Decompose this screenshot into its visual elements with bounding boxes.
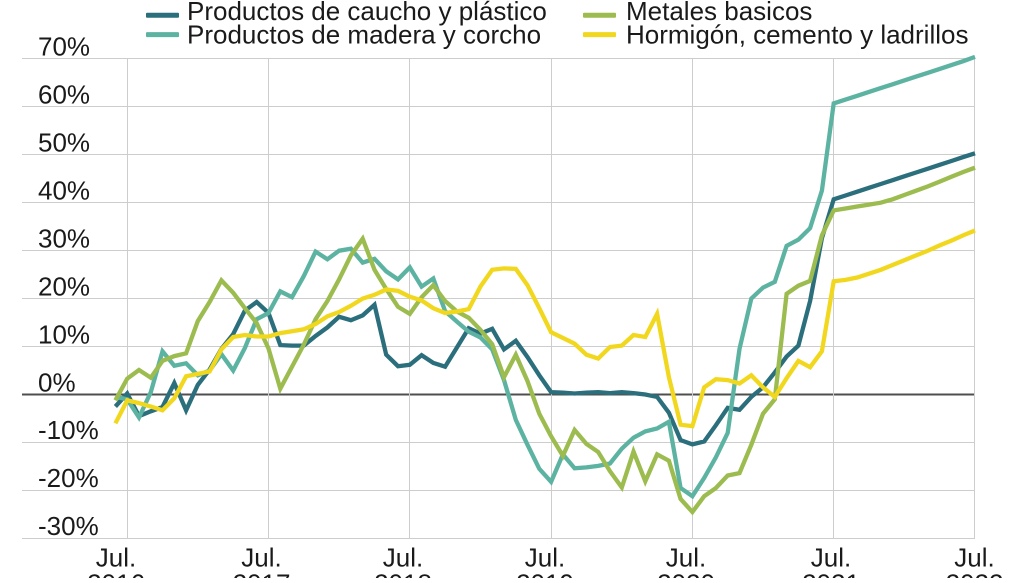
- svg-text:2017: 2017: [233, 569, 291, 579]
- svg-text:2019: 2019: [516, 569, 574, 579]
- svg-text:Jul.: Jul.: [811, 543, 851, 573]
- svg-text:Jul.: Jul.: [383, 543, 423, 573]
- svg-text:50%: 50%: [38, 128, 90, 158]
- svg-text:20%: 20%: [38, 271, 90, 301]
- svg-text:Metales basicos: Metales basicos: [626, 0, 812, 26]
- svg-text:Productos de madera y corcho: Productos de madera y corcho: [187, 20, 541, 50]
- svg-text:-20%: -20%: [38, 463, 99, 493]
- svg-text:Jul.: Jul.: [525, 543, 565, 573]
- svg-text:30%: 30%: [38, 223, 90, 253]
- svg-text:40%: 40%: [38, 175, 90, 205]
- svg-text:-30%: -30%: [38, 511, 99, 541]
- svg-text:2018: 2018: [374, 569, 432, 579]
- svg-text:Hormigón, cemento y ladrillos: Hormigón, cemento y ladrillos: [626, 20, 968, 50]
- svg-text:-10%: -10%: [38, 415, 99, 445]
- svg-text:Jul.: Jul.: [241, 543, 281, 573]
- svg-text:2020: 2020: [657, 569, 715, 579]
- svg-text:2021: 2021: [802, 569, 860, 579]
- svg-text:2016: 2016: [87, 569, 145, 579]
- svg-text:Jul.: Jul.: [96, 543, 136, 573]
- svg-text:0%: 0%: [38, 367, 76, 397]
- svg-text:10%: 10%: [38, 319, 90, 349]
- svg-text:60%: 60%: [38, 80, 90, 110]
- svg-text:Jul.: Jul.: [666, 543, 706, 573]
- svg-text:Productos de caucho y plástico: Productos de caucho y plástico: [187, 0, 547, 26]
- svg-text:2022: 2022: [946, 569, 1004, 579]
- svg-text:Jul.: Jul.: [954, 543, 994, 573]
- svg-text:70%: 70%: [38, 32, 90, 62]
